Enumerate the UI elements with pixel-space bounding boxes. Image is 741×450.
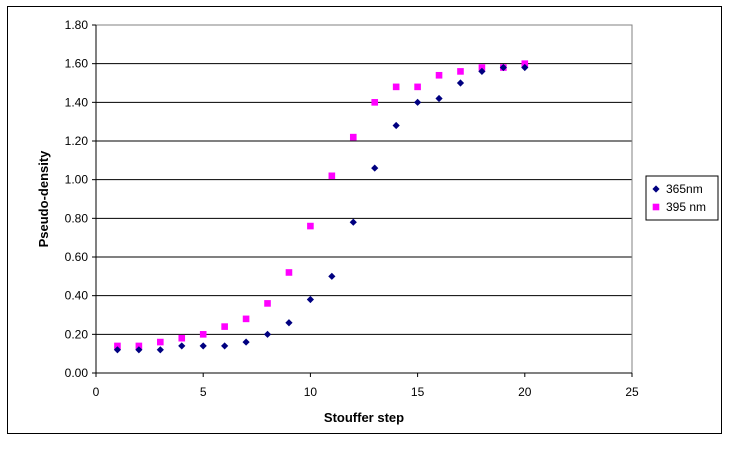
x-axis-title: Stouffer step xyxy=(324,410,404,425)
legend-marker-395nm xyxy=(652,203,660,211)
data-point-395nm xyxy=(157,338,164,346)
tick-labels: 0.00 0.20 0.40 0.60 0.80 1.00 1.20 1.40 1.60 1.80… xyxy=(65,18,639,399)
y-tick-label: 1.00 xyxy=(65,173,89,187)
y-tick-label: 1.60 xyxy=(65,57,89,71)
y-tick-label: 0.80 xyxy=(65,211,89,225)
y-tick-label: 1.20 xyxy=(65,134,89,148)
data-point-395nm xyxy=(392,83,400,91)
legend-item-395nm: 395 nm xyxy=(652,200,706,214)
data-point-365nm xyxy=(499,63,507,72)
data-point-365nm xyxy=(392,121,400,130)
data-point-365nm xyxy=(285,319,293,327)
y-tick-label: 0.00 xyxy=(65,366,89,380)
data-point-395nm xyxy=(435,71,443,79)
data-point-365nm xyxy=(328,272,336,280)
x-tick-label: 0 xyxy=(93,385,100,399)
data-point-395nm xyxy=(349,133,357,141)
x-tick-label: 5 xyxy=(200,385,207,399)
data-point-395nm xyxy=(285,269,293,276)
legend-box xyxy=(645,175,719,221)
data-point-395nm xyxy=(264,300,271,307)
data-point-395nm xyxy=(221,323,228,330)
data-point-365nm xyxy=(178,342,186,350)
data-point-365nm xyxy=(456,79,465,87)
data-point-365nm xyxy=(349,218,357,226)
y-tick-label: 0.20 xyxy=(65,327,89,341)
data-point-365nm xyxy=(478,67,486,75)
data-point-365nm xyxy=(435,94,443,103)
y-tick-label: 1.40 xyxy=(65,95,89,109)
data-point-395nm xyxy=(178,334,186,342)
data-point-365nm xyxy=(371,164,379,172)
data-point-395nm xyxy=(199,331,207,338)
legend-label: 365nm xyxy=(666,182,703,196)
y-axis-title: Pseudo-density xyxy=(36,150,51,248)
x-tick-label: 10 xyxy=(304,385,318,399)
data-point-365nm xyxy=(135,346,143,354)
data-point-395nm xyxy=(478,64,486,71)
data-point-395nm xyxy=(371,99,379,106)
legend-marker-365nm xyxy=(652,185,660,193)
data-point-365nm xyxy=(156,346,164,354)
data-point-395nm xyxy=(328,172,336,180)
gridlines xyxy=(96,24,632,335)
data-point-395nm xyxy=(114,342,121,350)
data-point-365nm xyxy=(221,342,229,350)
y-tick-label: 1.80 xyxy=(65,18,89,32)
x-tick-label: 15 xyxy=(411,385,425,399)
data-point-395nm xyxy=(457,68,464,75)
y-tick-label: 0.60 xyxy=(65,250,89,264)
legend-item-365nm: 365nm xyxy=(652,182,703,196)
data-point-395nm xyxy=(242,315,250,323)
data-point-365nm xyxy=(263,330,272,338)
x-tick-label: 20 xyxy=(518,385,532,399)
data-point-365nm xyxy=(306,295,314,304)
data-point-365nm xyxy=(113,346,122,354)
x-tick-label: 25 xyxy=(625,385,639,399)
data-points xyxy=(113,60,529,354)
data-point-365nm xyxy=(199,342,207,350)
data-point-395nm xyxy=(414,83,421,91)
legend: 365nm 395 nm xyxy=(645,175,719,221)
axes xyxy=(92,24,633,377)
y-tick-label: 0.40 xyxy=(65,289,89,303)
plot-area xyxy=(95,24,633,374)
data-point-395nm xyxy=(521,60,529,67)
data-point-365nm xyxy=(414,98,422,106)
data-point-395nm xyxy=(135,342,143,350)
data-point-365nm xyxy=(521,63,529,72)
data-point-395nm xyxy=(307,222,314,230)
data-point-365nm xyxy=(242,338,250,346)
legend-label: 395 nm xyxy=(666,200,706,214)
chart-frame xyxy=(7,6,722,434)
